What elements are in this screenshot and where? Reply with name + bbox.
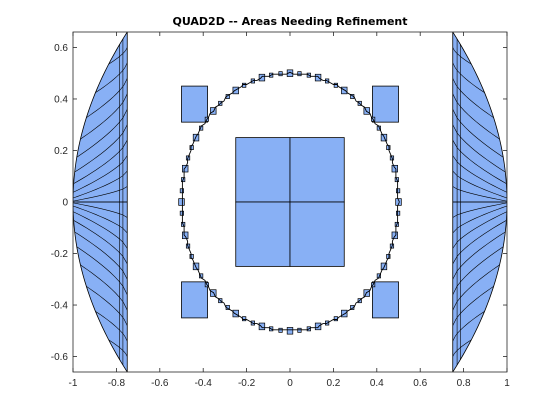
corner-patch: [181, 85, 208, 123]
lens-mesh-line: [73, 220, 128, 264]
x-tick-label: -1: [69, 378, 78, 389]
y-tick-label: 0.6: [54, 43, 68, 54]
x-tick-label: 0.8: [457, 378, 471, 389]
lens-mesh-line: [452, 109, 504, 158]
lens-mesh-line: [452, 124, 506, 173]
lens-mesh-line: [73, 211, 128, 249]
boundary-cell: [391, 164, 398, 173]
lens-mesh-line: [452, 339, 472, 357]
lens-mesh-line: [452, 220, 507, 264]
boundary-cell: [286, 69, 294, 77]
lens-mesh-line: [452, 186, 507, 202]
lens-mesh-line: [73, 170, 128, 199]
plot-area: -1 -0.8 -0.6 -0.4 -0.2 0 0.2 0.4 0.6 0.8 1 -0.6 -0.4…: [51, 31, 510, 389]
boundary-cell: [297, 327, 302, 333]
y-tick-label: 0.2: [54, 146, 68, 157]
boundary-cell: [232, 86, 239, 95]
lens-mesh-line: [95, 311, 128, 342]
lens-mesh-line: [452, 246, 504, 295]
boundary-cell: [314, 322, 322, 331]
x-tick-label: -0.8: [108, 378, 126, 389]
corner-patch: [372, 85, 399, 123]
refinement-patches: [73, 32, 507, 372]
y-tick-label: -0.4: [51, 301, 69, 312]
center-square-patch: [235, 137, 291, 203]
boundary-cell: [258, 322, 266, 331]
x-tick-label: 0.4: [370, 378, 384, 389]
lens-mesh-line: [452, 78, 494, 118]
corner-patch: [181, 281, 208, 319]
y-tick-label: 0.4: [54, 94, 68, 105]
lens-mesh-line: [74, 124, 128, 173]
boundary-cell: [396, 210, 401, 216]
center-square-patch: [289, 201, 345, 267]
boundary-cell: [179, 188, 184, 194]
center-square-patch: [289, 137, 345, 203]
lens-mesh-line: [73, 186, 128, 202]
lens-mesh-line: [452, 286, 494, 326]
lens-mesh-line: [86, 286, 128, 326]
y-tick-label: -0.2: [51, 249, 69, 260]
boundary-cell: [278, 327, 283, 333]
lens-mesh-line: [73, 140, 128, 184]
lens-mesh-line: [76, 109, 128, 158]
y-tick-label: -0.6: [51, 352, 69, 363]
x-tick-label: 1: [504, 378, 510, 389]
lens-mesh-line: [73, 202, 128, 218]
lens-mesh-line: [452, 140, 507, 184]
boundary-cell: [297, 71, 302, 77]
boundary-cell: [182, 164, 189, 173]
lens-mesh-line: [452, 47, 472, 65]
lens-mesh-line: [452, 205, 507, 234]
lens-mesh-line: [108, 47, 128, 65]
boundary-cell: [391, 231, 398, 240]
lens-mesh-line: [452, 231, 506, 280]
lens-mesh-line: [73, 155, 128, 193]
boundary-cell: [258, 73, 266, 82]
lens-mesh-line: [74, 231, 128, 280]
x-tick-label: 0.6: [413, 378, 427, 389]
lens-mesh-line: [86, 78, 128, 118]
y-tick-label: 0: [62, 198, 68, 209]
lens-mesh-line: [452, 211, 507, 249]
lens-mesh-line: [452, 155, 507, 193]
x-tick-label: 0.2: [326, 378, 340, 389]
corner-patch: [372, 281, 399, 319]
lens-mesh-line: [452, 62, 485, 93]
lens-mesh-line: [452, 311, 485, 342]
x-tick-label: -0.2: [238, 378, 256, 389]
center-square-patch: [235, 201, 291, 267]
lens-mesh-line: [76, 246, 128, 295]
boundary-cell: [286, 327, 294, 335]
chart-title: QUAD2D -- Areas Needing Refinement: [172, 15, 407, 28]
boundary-cell: [182, 231, 189, 240]
boundary-cell: [232, 309, 239, 318]
boundary-cell: [341, 309, 348, 318]
lens-mesh-line: [452, 170, 507, 199]
x-tick-label: -0.6: [151, 378, 169, 389]
circle-boundary: [181, 71, 400, 331]
boundary-cell: [314, 73, 322, 82]
lens-mesh-line: [452, 202, 507, 218]
lens-mesh-line: [73, 205, 128, 234]
lens-mesh-line: [108, 339, 128, 357]
boundary-cell: [395, 198, 402, 206]
lens-mesh-line: [95, 62, 128, 93]
boundary-cell: [278, 71, 283, 77]
boundary-cell: [178, 198, 185, 206]
boundary-cell: [396, 188, 401, 194]
x-tick-label: -0.4: [195, 378, 213, 389]
x-tick-label: 0: [287, 378, 293, 389]
boundary-cell: [179, 210, 184, 216]
boundary-cell: [341, 86, 348, 95]
